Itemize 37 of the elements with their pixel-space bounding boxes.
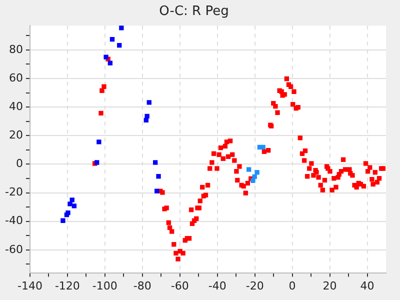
y-tick-label: -20	[5, 186, 23, 199]
y-tick-label: 80	[8, 42, 23, 56]
chart-title: O-C: R Peg	[159, 4, 229, 20]
y-tick-label: 20	[8, 128, 23, 142]
point	[144, 114, 150, 119]
point	[154, 188, 160, 194]
point	[246, 167, 252, 172]
x-tick-label: 0	[288, 279, 296, 292]
x-tick-label: -120	[54, 279, 80, 292]
x-tick-label: 40	[360, 279, 374, 292]
x-tick-label: 20	[322, 279, 337, 292]
point	[110, 36, 115, 42]
point	[146, 100, 152, 105]
point	[152, 160, 158, 165]
point	[70, 198, 74, 202]
y-tick-label: 0	[16, 157, 23, 170]
y-tick-label: -40	[5, 214, 23, 228]
y-tick-label: -60	[5, 242, 23, 256]
point	[96, 140, 102, 144]
y-tick-label: 60	[8, 71, 23, 84]
x-tick-label: -20	[246, 279, 264, 292]
point	[60, 218, 66, 223]
point	[254, 170, 260, 175]
x-tick-label: -100	[92, 279, 118, 292]
x-tick-label: -60	[170, 279, 189, 292]
point	[108, 60, 112, 66]
point	[72, 204, 77, 208]
y-tick-label: 40	[8, 100, 23, 113]
x-tick-label: -140	[17, 279, 42, 292]
x-tick-label: -40	[208, 279, 226, 292]
point	[156, 174, 161, 179]
point	[144, 118, 148, 123]
x-tick-label: -80	[133, 279, 152, 292]
point	[260, 144, 266, 150]
point	[94, 160, 100, 165]
point	[117, 42, 122, 48]
point	[68, 202, 72, 206]
